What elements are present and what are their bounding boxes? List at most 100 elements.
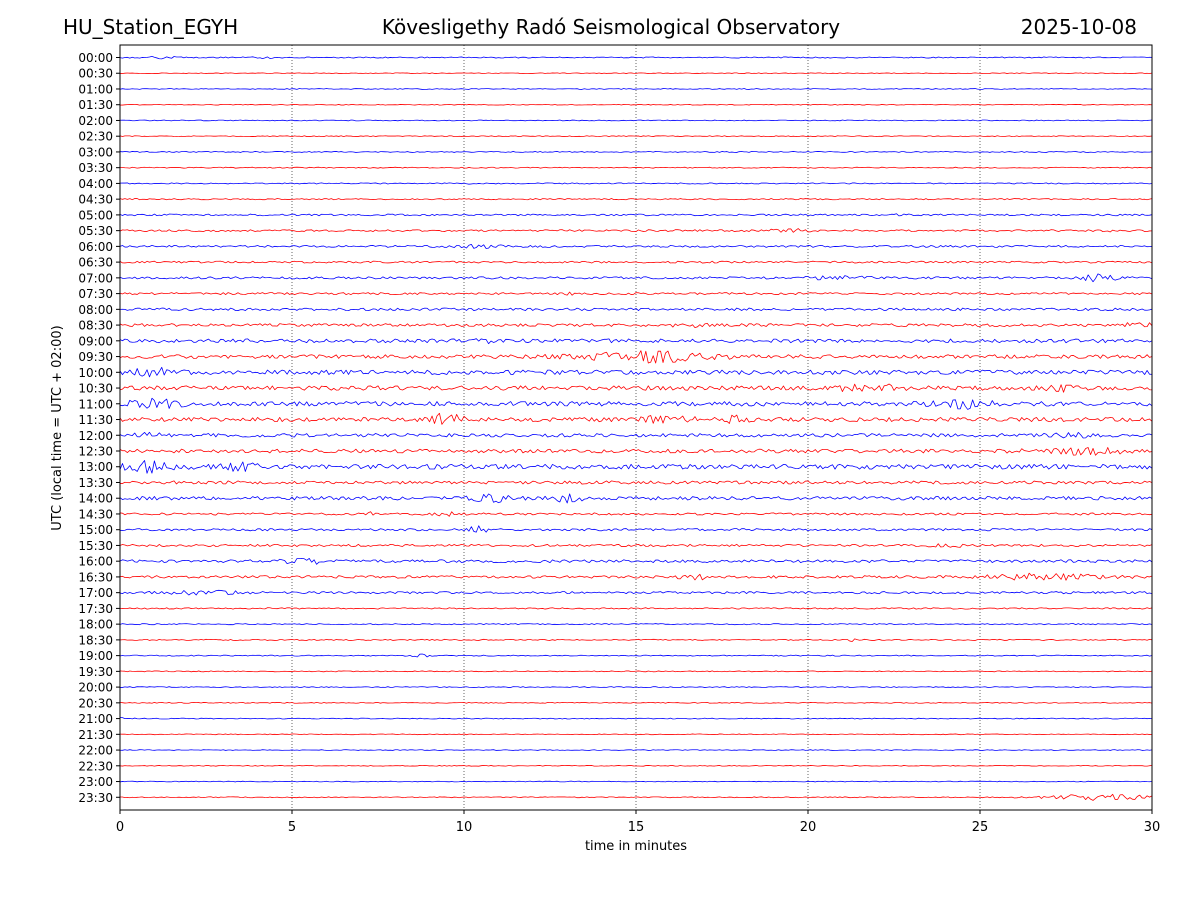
- y-tick-label: 20:30: [78, 696, 113, 710]
- trace-2230: [119, 765, 1153, 767]
- trace-0830: [119, 322, 1153, 328]
- trace-1230: [119, 447, 1153, 456]
- grid-lines: [291, 45, 981, 810]
- y-tick-label: 04:30: [78, 193, 113, 207]
- trace-0530: [119, 228, 1153, 233]
- trace-0630: [119, 260, 1153, 264]
- y-tick-label: 22:00: [78, 744, 113, 758]
- y-tick-label: 21:30: [78, 728, 113, 742]
- trace-2030: [119, 701, 1153, 704]
- trace-2130: [119, 733, 1153, 736]
- x-tick-label: 0: [116, 820, 124, 835]
- trace-1500: [119, 525, 1153, 533]
- y-tick-label: 11:30: [78, 413, 113, 427]
- y-tick-label: 06:30: [78, 256, 113, 270]
- y-tick-label: 06:00: [78, 240, 113, 254]
- y-tick-label: 13:30: [78, 476, 113, 490]
- y-tick-label: 20:00: [78, 681, 113, 695]
- trace-1400: [119, 493, 1153, 504]
- trace-1800: [119, 623, 1153, 626]
- trace-1530: [119, 543, 1153, 548]
- y-tick-label: 01:30: [78, 98, 113, 112]
- trace-0700: [119, 273, 1153, 283]
- x-tick-label: 30: [1144, 820, 1161, 835]
- x-axis-ticks: 0 5 10 15 20 25 30: [116, 810, 1160, 835]
- y-tick-label: 12:30: [78, 445, 113, 459]
- trace-1430: [119, 511, 1153, 517]
- x-axis-label: time in minutes: [585, 839, 687, 854]
- trace-1300: [119, 460, 1153, 474]
- trace-0600: [119, 243, 1153, 249]
- trace-1630: [119, 572, 1153, 581]
- y-tick-label: 18:00: [78, 618, 113, 632]
- y-tick-label: 08:30: [78, 319, 113, 333]
- trace-1730: [119, 607, 1153, 610]
- trace-1130: [119, 412, 1153, 425]
- y-tick-label: 10:30: [78, 382, 113, 396]
- trace-0430: [119, 198, 1153, 201]
- y-tick-label: 12:00: [78, 429, 113, 443]
- y-tick-label: 03:30: [78, 161, 113, 175]
- record-date: 2025-10-08: [1020, 15, 1137, 39]
- trace-1900: [119, 653, 1153, 658]
- trace-2200: [119, 749, 1153, 751]
- trace-0200: [119, 119, 1153, 122]
- trace-0000: [119, 56, 1153, 60]
- trace-0400: [119, 182, 1153, 185]
- y-tick-label: 01:00: [78, 82, 113, 96]
- station-name: HU_Station_EGYH: [63, 15, 239, 39]
- y-tick-label: 17:00: [78, 586, 113, 600]
- trace-1330: [119, 480, 1153, 485]
- trace-0800: [119, 307, 1153, 312]
- y-tick-label: 07:00: [78, 271, 113, 285]
- trace-2300: [119, 780, 1153, 783]
- y-tick-label: 22:30: [78, 759, 113, 773]
- y-tick-label: 02:30: [78, 130, 113, 144]
- y-tick-label: 14:00: [78, 492, 113, 506]
- y-tick-label: 19:30: [78, 665, 113, 679]
- trace-0330: [119, 166, 1153, 169]
- trace-0030: [120, 72, 1153, 75]
- y-tick-label: 09:30: [78, 350, 113, 364]
- y-tick-label: 07:30: [78, 287, 113, 301]
- y-tick-label: 18:30: [78, 633, 113, 647]
- trace-1830: [119, 638, 1153, 642]
- trace-1000: [119, 366, 1153, 378]
- trace-0500: [119, 213, 1153, 217]
- y-tick-label: 00:30: [78, 67, 113, 81]
- y-tick-label: 03:00: [78, 145, 113, 159]
- y-tick-label: 21:00: [78, 712, 113, 726]
- y-tick-label: 02:00: [78, 114, 113, 128]
- y-tick-label: 05:00: [78, 208, 113, 222]
- y-tick-label: 04:00: [78, 177, 113, 191]
- y-tick-label: 08:00: [78, 303, 113, 317]
- y-tick-label: 17:30: [78, 602, 113, 616]
- y-tick-label: 23:30: [78, 791, 113, 805]
- trace-0930: [119, 350, 1153, 364]
- trace-1030: [119, 383, 1153, 393]
- y-tick-label: 16:30: [78, 570, 113, 584]
- trace-1200: [119, 431, 1153, 439]
- x-tick-label: 15: [628, 820, 645, 835]
- trace-2100: [119, 716, 1153, 720]
- y-tick-label: 13:00: [78, 460, 113, 474]
- y-tick-label: 16:00: [78, 555, 113, 569]
- y-tick-label: 14:30: [78, 507, 113, 521]
- y-tick-label: 15:00: [78, 523, 113, 537]
- y-tick-label: 10:00: [78, 366, 113, 380]
- trace-0300: [119, 151, 1153, 153]
- x-tick-label: 25: [972, 820, 989, 835]
- trace-0100: [119, 88, 1153, 90]
- seismic-traces: [119, 56, 1153, 801]
- y-tick-label: 00:00: [78, 51, 113, 65]
- observatory-title: Kövesligethy Radó Seismological Observat…: [381, 15, 841, 39]
- trace-2000: [119, 686, 1153, 688]
- y-tick-label: 15:30: [78, 539, 113, 553]
- trace-1600: [119, 557, 1153, 565]
- trace-2330: [120, 793, 1153, 801]
- x-tick-label: 20: [800, 820, 817, 835]
- trace-1930: [119, 670, 1153, 673]
- trace-1700: [119, 589, 1153, 596]
